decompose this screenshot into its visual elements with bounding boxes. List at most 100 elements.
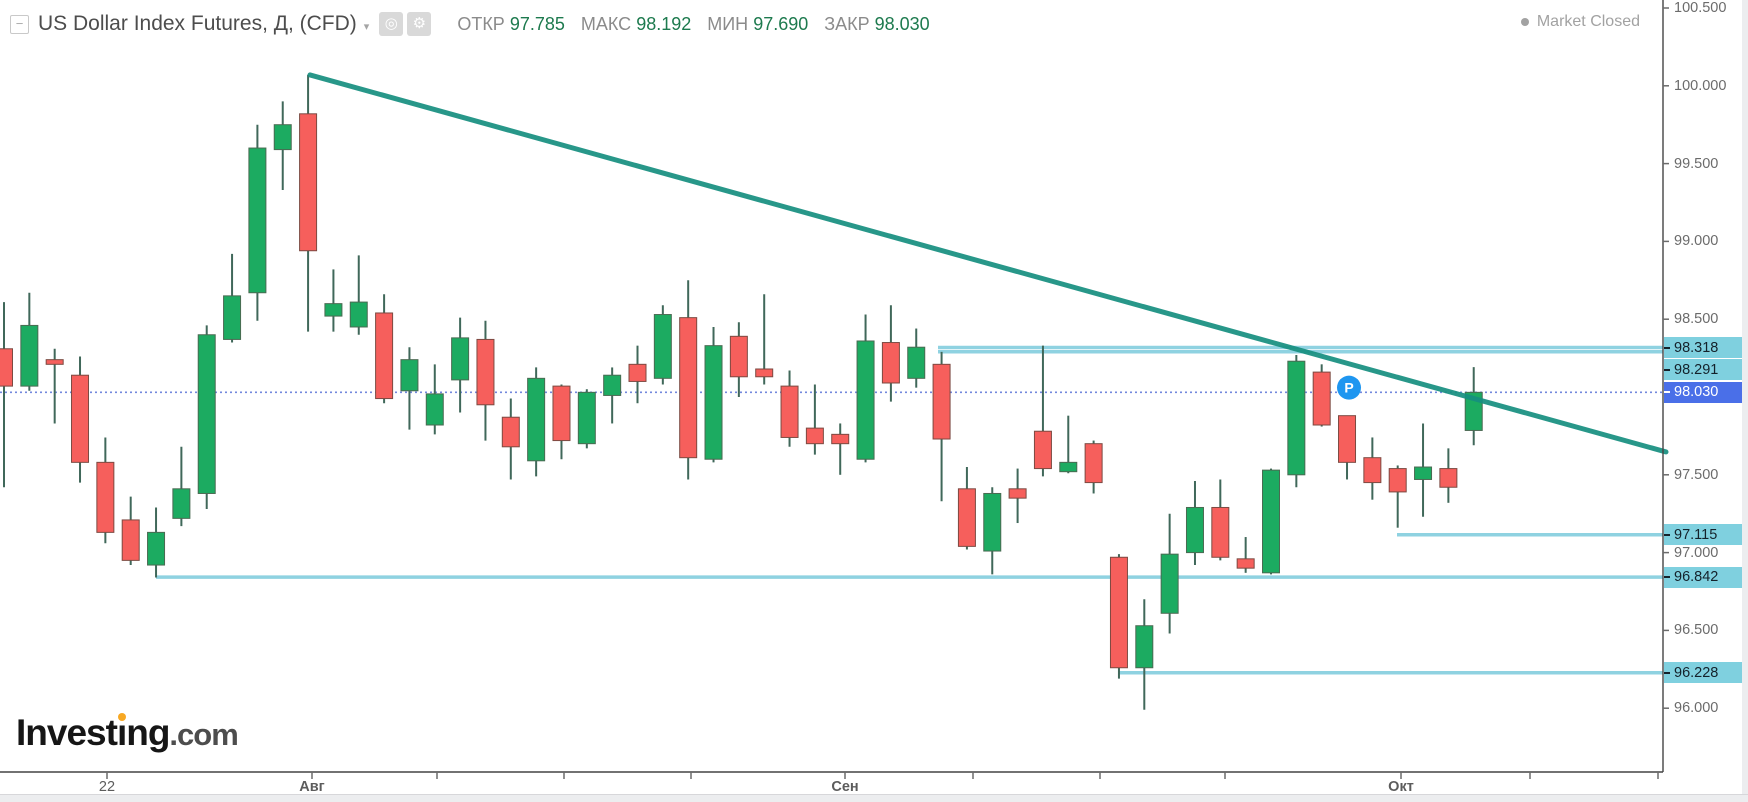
candle-body-up xyxy=(856,340,875,460)
logo-text-ng: ng xyxy=(126,712,170,753)
time-axis-month-label: Авг xyxy=(299,779,325,795)
settings-gear-icon-button[interactable]: ⚙ xyxy=(407,12,432,36)
candle-body-up xyxy=(223,295,242,340)
axis-label-text: 97.115 xyxy=(1674,526,1718,543)
status-dot-icon xyxy=(1520,18,1529,26)
candle-body-down xyxy=(881,342,900,384)
price-tick-label: 96.500 xyxy=(1674,622,1719,639)
axis-label-text: 98.318 xyxy=(1674,339,1719,356)
axis-label-text: 96.228 xyxy=(1674,664,1719,681)
candle-body-up xyxy=(1160,553,1179,614)
market-status-text: Market Closed xyxy=(1536,13,1640,30)
chevron-down-icon[interactable]: ▾ xyxy=(363,20,370,33)
high-value: 98.192 xyxy=(636,13,692,34)
candle-body-up xyxy=(451,337,470,381)
symbol-title[interactable]: US Dollar Index Futures, Д, (CFD) xyxy=(38,12,357,35)
candle-body-down xyxy=(1363,457,1382,484)
pivot-marker-circle[interactable] xyxy=(1337,375,1361,400)
candle-body-down xyxy=(71,374,90,463)
axis-label-text: 98.291 xyxy=(1674,361,1719,378)
candle-body-down xyxy=(628,363,647,382)
candle-body-up xyxy=(1287,360,1306,476)
candle-body-up xyxy=(907,346,926,379)
price-tick-label: 97.500 xyxy=(1674,466,1719,483)
logo-text-com: .com xyxy=(169,717,238,752)
candle-body-down xyxy=(299,113,318,252)
candle-body-down xyxy=(121,519,140,561)
candle-body-down xyxy=(1312,371,1331,426)
open-label: ОТКР xyxy=(457,13,505,34)
last-price-axis-label[interactable]: 98.030 xyxy=(1664,381,1748,403)
axis-label-tick xyxy=(1664,671,1670,674)
candle-body-up xyxy=(425,393,444,426)
low-value: 97.690 xyxy=(753,13,809,34)
open-value: 97.785 xyxy=(509,13,565,34)
market-status: Market Closed xyxy=(1520,13,1640,31)
axis-label-tick xyxy=(1664,576,1670,579)
candle-body-up xyxy=(1262,469,1280,574)
level-price-axis-label[interactable]: 98.318 xyxy=(1664,337,1748,359)
candle-body-down xyxy=(805,427,824,445)
axis-label-tick xyxy=(1664,368,1670,371)
candle-body-down xyxy=(780,385,799,438)
bottom-edge-strip xyxy=(0,794,1748,802)
axis-label-tick xyxy=(1664,533,1670,536)
axis-label-text: 98.030 xyxy=(1674,384,1719,401)
candle-body-down xyxy=(679,317,698,459)
axis-label-tick xyxy=(1664,391,1670,394)
candle-body-up xyxy=(1414,466,1433,480)
candle-body-down xyxy=(932,363,951,440)
candle-body-up xyxy=(1059,461,1078,473)
logo-i-orange-dot: ı xyxy=(116,712,127,753)
right-edge-strip xyxy=(1742,0,1748,794)
candle-body-up xyxy=(1135,625,1154,669)
candle-body-up xyxy=(197,334,216,494)
candle-body-up xyxy=(983,492,1002,552)
axis-label-tick xyxy=(1664,346,1670,349)
ohlc-readout: ОТКР 97.785 МАКС 98.192 МИН 97.690 ЗАКР … xyxy=(447,14,929,35)
collapse-panel-icon[interactable]: − xyxy=(10,14,29,34)
price-tick-label: 99.500 xyxy=(1674,155,1719,172)
candle-body-up xyxy=(349,301,368,328)
candle-body-down xyxy=(755,368,774,378)
candle-body-down xyxy=(476,338,495,406)
price-tick-label: 100.000 xyxy=(1674,77,1727,94)
candle-body-up xyxy=(400,359,419,392)
axis-label-text: 96.842 xyxy=(1674,569,1719,586)
candle-body-down xyxy=(501,416,520,448)
logo-text-invest: Invest xyxy=(16,712,118,753)
pivot-marker-label: P xyxy=(1344,380,1353,396)
candle-body-down xyxy=(1439,468,1458,488)
candle-body-up xyxy=(172,488,191,519)
time-axis-month-label: Сен xyxy=(831,779,859,795)
candle-body-down xyxy=(1338,415,1357,463)
candle-body-up xyxy=(577,391,596,445)
candle-body-down xyxy=(552,385,571,442)
price-tick-label: 96.000 xyxy=(1674,700,1719,717)
time-axis-day-label: 22 xyxy=(98,779,116,795)
price-tick-label: 97.000 xyxy=(1674,544,1719,561)
low-label: МИН xyxy=(707,13,749,34)
candle-body-down xyxy=(729,335,748,378)
candle-body-down xyxy=(375,312,394,400)
candle-body-down xyxy=(45,359,64,365)
investing-logo: Investıng.com xyxy=(16,712,239,754)
high-label: МАКС xyxy=(580,13,632,34)
close-label: ЗАКР xyxy=(824,13,870,34)
trendline[interactable] xyxy=(307,72,1669,455)
candle-body-down xyxy=(957,488,976,547)
level-price-axis-label[interactable]: 96.228 xyxy=(1664,662,1748,684)
candle-body-up xyxy=(324,303,343,317)
level-price-axis-label[interactable]: 98.291 xyxy=(1664,359,1748,381)
candle-body-down xyxy=(0,348,13,387)
level-price-axis-label[interactable]: 96.842 xyxy=(1664,566,1748,588)
visibility-icon-button[interactable]: ◎ xyxy=(379,12,404,36)
candle-body-up xyxy=(704,345,723,460)
level-price-axis-label[interactable]: 97.115 xyxy=(1664,524,1748,546)
candle-body-down xyxy=(1008,488,1027,499)
candle-body-up xyxy=(1185,506,1204,554)
candle-body-up xyxy=(527,377,546,462)
candle-body-down xyxy=(1109,556,1128,669)
